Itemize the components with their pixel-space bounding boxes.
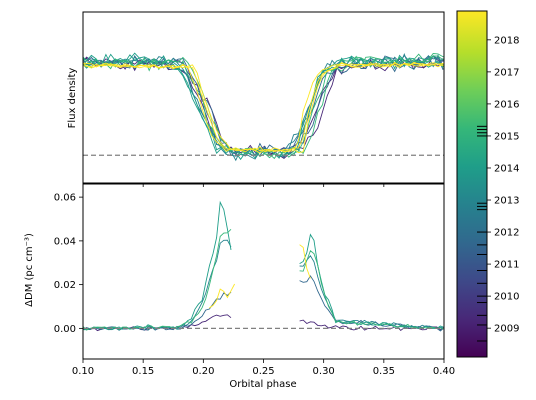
dm-y-tick-label: 0.04 [54,236,76,247]
dm-curve [83,275,444,332]
x-tick-label: 0.20 [192,366,214,377]
colorbar-tick-label: 2013 [494,196,519,207]
x-tick-label: 0.30 [313,366,335,377]
dm-curve [83,200,444,331]
dm-curve [83,228,444,331]
dm-x-ticks: 0.10 0.15 0.20 0.25 0.30 0.35 0.40 [72,359,455,377]
flux-curve [83,52,444,161]
colorbar-gradient [456,10,488,358]
dm-curve [209,244,311,309]
flux-y-label: Flux density [67,68,78,129]
dm-panel-frame [82,183,445,360]
dm-series-group [83,200,444,332]
flux-curve [83,53,444,159]
flux-panel-frame [82,11,445,184]
flux-curve [83,54,444,157]
colorbar-tick-label: 2014 [494,163,519,174]
dm-y-label: ΔDM (pc cm⁻³) [24,233,35,307]
year-colorbar: 2009 2010 2011 2012 2013 2014 2015 2016 2017 2018 [456,10,519,358]
flux-series-group [83,52,444,162]
colorbar-tick-label: 2009 [494,324,519,335]
colorbar-ticks: 2009 2010 2011 2012 2013 2014 2015 2016 2017 2018 [487,35,519,335]
colorbar-tick-label: 2012 [494,228,519,239]
dm-curve [83,239,444,331]
flux-curve [83,55,444,159]
colorbar-tick-label: 2015 [494,131,519,142]
flux-curve [83,62,444,153]
flux-curve [83,61,444,154]
x-tick-label: 0.40 [433,366,455,377]
flux-curve [83,55,444,158]
x-axis-label: Orbital phase [229,379,296,390]
x-tick-label: 0.25 [252,366,274,377]
colorbar-observation-marks [477,125,487,342]
colorbar-tick-label: 2016 [494,99,519,110]
colorbar-tick-label: 2018 [494,35,519,46]
flux-curve [83,61,444,154]
flux-curve [83,53,444,159]
x-tick-label: 0.10 [72,366,94,377]
flux-curve [83,52,444,162]
dm-y-tick-label: 0.02 [54,280,76,291]
dm-y-tick-label: 0.06 [54,193,76,204]
x-tick-label: 0.15 [132,366,154,377]
flux-curve [83,55,444,160]
colorbar-tick-label: 2010 [494,292,519,303]
dm-panel: 0.10 0.15 0.20 0.25 0.30 0.35 0.40 0.000.020.0… [24,183,455,390]
dm-y-ticks: 0.00 0.02 0.04 0.06 [54,193,83,335]
flux-curve [83,55,444,157]
colorbar-tick-label: 2011 [494,260,519,271]
colorbar-tick-label: 2017 [494,67,519,78]
dm-y-tick-label: 0.00 [54,324,76,335]
flux-curve [83,57,444,159]
flux-density-panel: Flux density [67,11,445,187]
x-tick-label: 0.35 [373,366,395,377]
